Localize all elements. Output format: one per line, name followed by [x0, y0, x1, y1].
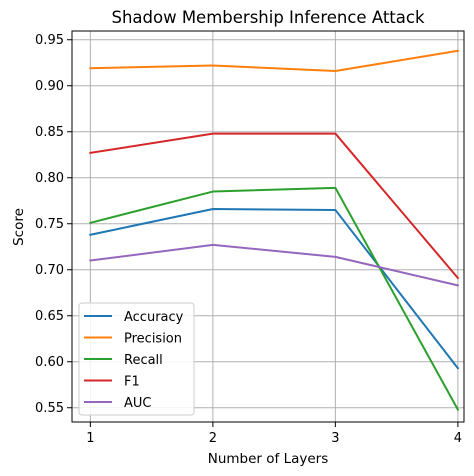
x-axis-label: Number of Layers [208, 451, 329, 467]
series-line-auc [89, 243, 460, 287]
legend-label-recall: Recall [124, 353, 163, 368]
y-tick-label: 0.90 [35, 79, 64, 94]
x-tick-label: 4 [454, 431, 462, 446]
y-tick-label: 0.80 [35, 171, 64, 186]
legend: Accuracy Precision Recall F1 AUC [78, 302, 195, 416]
legend-label-auc: AUC [124, 396, 152, 411]
series-line-accuracy [89, 208, 460, 370]
y-tick-label: 0.65 [35, 309, 64, 324]
x-tick-label: 2 [209, 431, 217, 446]
y-axis-ticks: 0.55 0.60 0.65 0.70 0.75 0.80 0.85 0.90 0.95 [35, 33, 72, 416]
y-axis-label: Score [11, 208, 27, 246]
y-tick-label: 0.70 [35, 263, 64, 278]
legend-label-f1: F1 [124, 375, 140, 390]
legend-label-precision: Precision [124, 332, 182, 347]
y-tick-label: 0.95 [35, 33, 64, 48]
series-line-precision [89, 49, 460, 73]
series-line-f1 [89, 132, 460, 280]
legend-box [78, 302, 195, 416]
grid-lines [72, 31, 464, 422]
legend-label-accuracy: Accuracy [124, 310, 184, 325]
y-tick-label: 0.75 [35, 217, 64, 232]
series-line-recall [89, 186, 460, 411]
plot-frame [71, 30, 465, 423]
legend-items: Accuracy Precision Recall F1 AUC [84, 310, 184, 411]
y-tick-label: 0.60 [35, 355, 64, 370]
x-tick-label: 3 [331, 431, 339, 446]
y-tick-label: 0.55 [35, 401, 64, 416]
x-axis-ticks: 1 2 3 4 [86, 422, 462, 446]
series-lines [89, 49, 460, 411]
chart-title: Shadow Membership Inference Attack [111, 8, 424, 27]
x-tick-label: 1 [86, 431, 94, 446]
y-tick-label: 0.85 [35, 125, 64, 140]
